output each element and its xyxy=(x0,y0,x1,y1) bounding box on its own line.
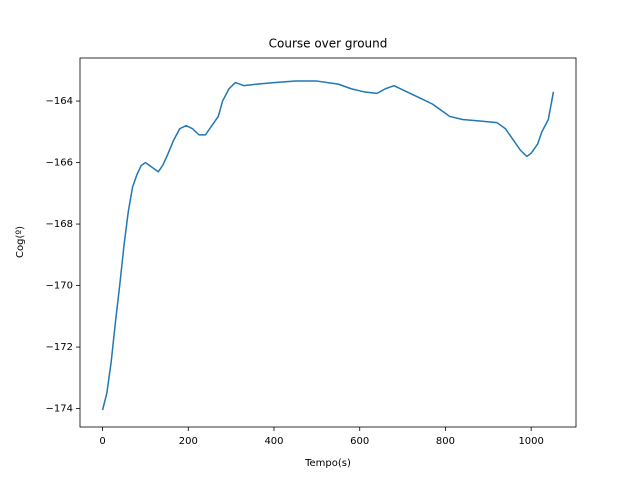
plot-frame xyxy=(79,57,577,428)
x-tick-label: 1000 xyxy=(518,436,543,447)
x-tick-label: 600 xyxy=(350,436,369,447)
x-axis-label: Tempo(s) xyxy=(304,458,351,469)
x-tick-label: 0 xyxy=(99,436,105,447)
x-tick-label: 400 xyxy=(264,436,283,447)
y-tick-label: −170 xyxy=(46,281,73,292)
y-tick-label: −172 xyxy=(46,342,73,353)
x-tick-label: 200 xyxy=(179,436,198,447)
y-axis-label: Cog(º) xyxy=(15,226,26,258)
data-line xyxy=(101,80,555,411)
y-tick-label: −166 xyxy=(46,158,73,169)
y-tick-label: −164 xyxy=(46,96,73,107)
x-tick-label: 800 xyxy=(436,436,455,447)
y-tick-label: −174 xyxy=(46,404,73,415)
chart-title: Course over ground xyxy=(269,37,388,51)
y-tick-label: −168 xyxy=(46,219,73,230)
